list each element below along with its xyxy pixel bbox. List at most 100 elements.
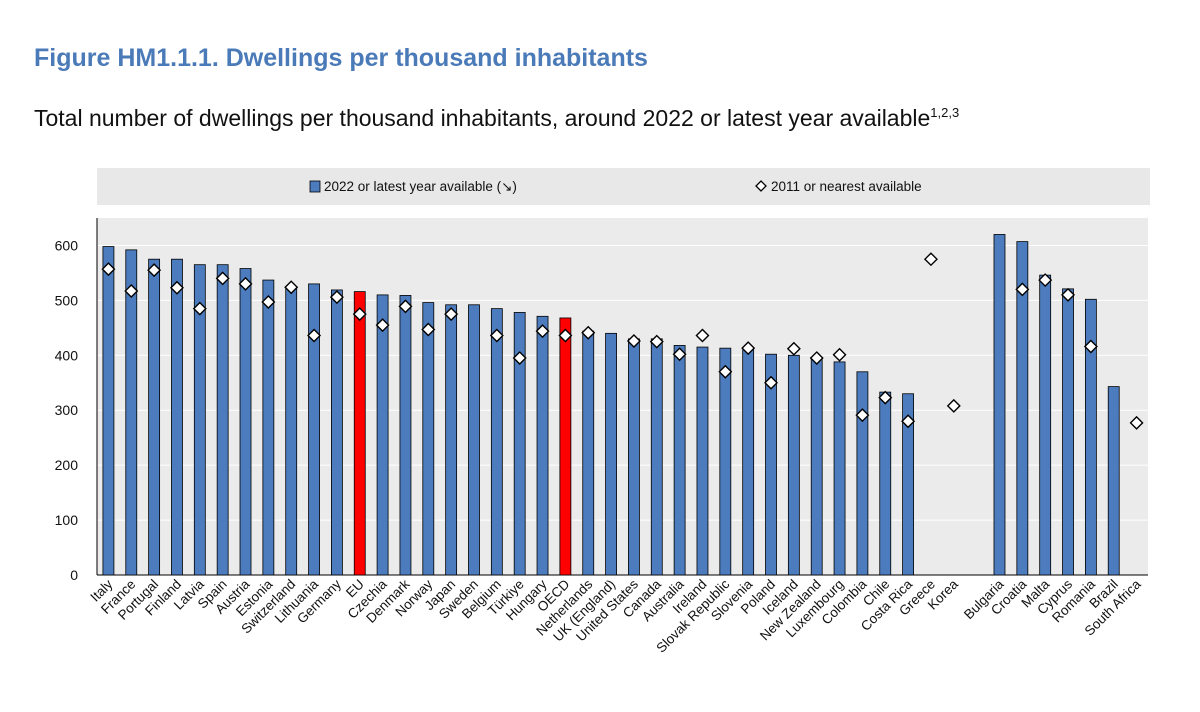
y-tick-label-300: 300: [55, 402, 79, 418]
y-tick-label-600: 600: [55, 237, 79, 253]
bar-croatia: [1016, 241, 1029, 576]
bar-turkiye: [513, 312, 526, 576]
marker-france: [124, 284, 139, 299]
marker-costa-rica: [901, 414, 916, 429]
marker-united-states: [626, 334, 641, 349]
bar-poland: [765, 353, 777, 576]
bar-denmark: [399, 295, 412, 576]
bar-portugal: [148, 258, 161, 576]
marker-japan: [444, 307, 459, 322]
bar-canada: [650, 338, 663, 576]
bar-new-zealand: [810, 357, 823, 576]
category-labels: ItalyFrancePortugalFinlandLatviaSpainAus…: [87, 576, 1144, 655]
marker-italy: [101, 262, 116, 277]
marker-slovak-republic: [718, 364, 733, 379]
bar-bulgaria: [993, 234, 1006, 576]
marker-slovenia: [741, 341, 756, 356]
bar-ireland: [696, 346, 709, 576]
bar-chile: [879, 391, 892, 576]
bar-netherlands: [582, 330, 595, 576]
bar-united-states: [628, 338, 640, 576]
bar-hungary: [536, 315, 549, 576]
legend-marker-swatch: [755, 180, 767, 192]
marker-romania: [1083, 339, 1098, 354]
marker-australia: [672, 347, 687, 362]
bars-series: [102, 234, 1120, 576]
bar-france: [125, 249, 138, 576]
marker-germany: [329, 290, 344, 305]
marker-finland: [169, 280, 184, 295]
bar-germany: [331, 289, 343, 576]
bar-japan: [445, 304, 458, 576]
marker-south-africa: [1129, 415, 1144, 430]
bar-czechia: [376, 294, 389, 576]
marker-malta: [1038, 273, 1053, 288]
marker-spain: [215, 271, 230, 286]
bar-switzerland: [285, 286, 298, 576]
bar-malta: [1039, 274, 1052, 576]
bar-uk-england: [605, 332, 617, 576]
marker-netherlands: [581, 325, 596, 340]
marker-cyprus: [1061, 287, 1076, 302]
marker-hungary: [535, 324, 550, 339]
subtitle-text: Total number of dwellings per thousand i…: [34, 105, 931, 131]
marker-luxembourg: [832, 347, 847, 362]
bar-australia: [673, 345, 686, 576]
bar-eu: [353, 291, 366, 576]
y-tick-label-100: 100: [55, 512, 79, 528]
marker-croatia: [1015, 282, 1030, 297]
legend-box: [97, 168, 1150, 205]
bar-spain: [216, 264, 229, 576]
marker-portugal: [147, 263, 162, 278]
bar-slovak-republic: [719, 347, 732, 576]
marker-ireland: [695, 328, 710, 343]
bar-brazil: [1107, 386, 1120, 576]
bar-colombia: [856, 371, 869, 576]
bar-latvia: [193, 264, 206, 576]
marker-turkiye: [512, 351, 527, 366]
legend-marker-label: 2011 or nearest available: [771, 179, 922, 194]
marker-chile: [878, 390, 893, 405]
marker-estonia: [261, 295, 276, 310]
marker-korea: [946, 398, 961, 413]
bar-oecd: [559, 317, 572, 576]
marker-belgium: [489, 328, 504, 343]
bar-sweden: [468, 304, 480, 576]
bar-lithuania: [308, 283, 320, 576]
bar-italy: [102, 246, 115, 576]
marker-new-zealand: [809, 351, 824, 366]
marker-greece: [923, 252, 938, 267]
marker-latvia: [192, 301, 207, 316]
bar-slovenia: [742, 349, 755, 576]
y-tick-label-400: 400: [55, 347, 79, 363]
marker-czechia: [375, 318, 390, 333]
bar-finland: [171, 258, 183, 576]
y-tick-label-0: 0: [70, 567, 78, 583]
markers-series: [101, 252, 1144, 430]
bar-luxembourg: [833, 361, 846, 576]
bar-costa-rica: [902, 393, 914, 576]
marker-lithuania: [307, 328, 322, 343]
bar-romania: [1084, 298, 1097, 576]
marker-oecd: [558, 328, 573, 343]
figure-subtitle: Total number of dwellings per thousand i…: [34, 105, 959, 132]
y-tick-label-200: 200: [55, 457, 79, 473]
marker-norway: [421, 322, 436, 337]
bar-norway: [422, 302, 435, 576]
subtitle-notes: 1,2,3: [930, 105, 960, 120]
bar-belgium: [490, 308, 503, 576]
marker-austria: [238, 276, 253, 291]
bar-iceland: [787, 354, 800, 576]
figure-title: Figure HM1.1.1. Dwellings per thousand i…: [34, 44, 648, 72]
marker-eu: [352, 307, 367, 322]
marker-colombia: [855, 408, 870, 423]
marker-switzerland: [284, 280, 299, 295]
bar-estonia: [262, 279, 275, 576]
plot-area: [97, 218, 1148, 575]
bar-cyprus: [1062, 288, 1074, 576]
marker-poland: [764, 375, 779, 390]
legend-bar-label: 2022 or latest year available (↘): [324, 179, 517, 194]
marker-iceland: [786, 341, 801, 356]
marker-denmark: [398, 299, 413, 314]
